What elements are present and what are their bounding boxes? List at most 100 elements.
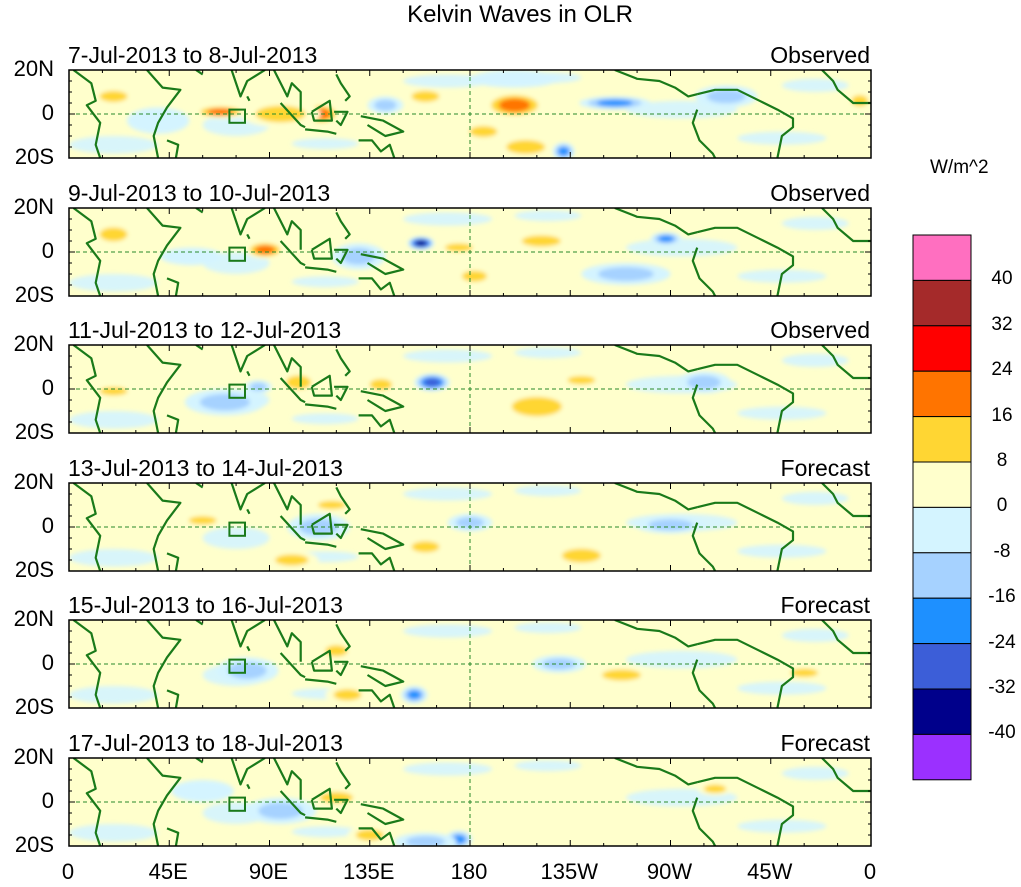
x-tick-label: 180	[450, 859, 488, 884]
anomaly-blob	[470, 70, 560, 88]
coastline	[146, 207, 182, 296]
anomaly-blob	[561, 548, 601, 563]
coastline	[335, 73, 351, 102]
background-anomaly	[781, 629, 849, 643]
background-anomaly	[69, 411, 159, 429]
coastline	[821, 758, 871, 793]
coastline	[146, 482, 182, 571]
anomaly-blob	[255, 244, 276, 254]
coastline	[335, 624, 351, 652]
anomaly-blob	[648, 519, 693, 531]
anomaly-blob	[405, 836, 445, 846]
y-tick-label: 0	[41, 237, 54, 263]
background-anomaly	[291, 826, 359, 838]
coastline	[230, 70, 266, 98]
coastline	[166, 689, 180, 709]
coastline	[279, 239, 306, 266]
x-tick-label: 45E	[148, 859, 188, 884]
coastline	[691, 659, 717, 709]
coastline	[279, 652, 306, 679]
coastline	[358, 552, 396, 571]
background-anomaly	[403, 487, 493, 501]
panel-status-label: Observed	[770, 179, 870, 206]
coastline	[335, 486, 351, 515]
coastline	[696, 501, 795, 571]
coastline	[691, 246, 717, 296]
coastline	[360, 527, 405, 550]
background-anomaly	[514, 484, 582, 496]
anomaly-blob	[444, 243, 473, 252]
coastline	[334, 523, 349, 539]
panel-period-label: 15-Jul-2013 to 16-Jul-2013	[68, 592, 343, 619]
coastline	[696, 226, 795, 296]
colorbar-swatch	[912, 733, 972, 781]
anomaly-blob	[567, 376, 596, 385]
anomaly-blob	[227, 662, 267, 680]
background-anomaly	[781, 766, 849, 780]
colorbar-level-label: 16	[991, 404, 1013, 426]
colorbar-swatch	[912, 552, 972, 599]
coastline	[691, 384, 717, 434]
x-tick-label: 90E	[248, 859, 289, 884]
colorbar-swatch	[912, 234, 972, 281]
coastline	[614, 482, 698, 511]
panel-status-label: Forecast	[780, 454, 870, 481]
region-box	[228, 796, 246, 812]
coastline	[358, 276, 396, 296]
coastline	[72, 620, 102, 709]
anomaly-blob	[521, 235, 561, 247]
coastline	[230, 758, 266, 786]
colorbar-level-label: -24	[988, 631, 1016, 653]
x-tick-label: 90W	[646, 859, 693, 884]
y-tick-label: 0	[41, 788, 54, 813]
panel-period-label: 13-Jul-2013 to 14-Jul-2013	[68, 454, 343, 481]
anomaly-blob	[199, 394, 251, 411]
coastline	[166, 827, 180, 846]
anomaly-blob	[461, 270, 487, 282]
y-tick-label: 20N	[13, 193, 54, 219]
colorbar-swatch	[912, 461, 972, 508]
panel-period-label: 7-Jul-2013 to 8-Jul-2013	[68, 42, 318, 68]
colorbar-units-label: W/m^2	[930, 157, 989, 178]
y-tick-label: 20S	[14, 832, 54, 857]
coastline	[230, 482, 266, 511]
coastline	[166, 139, 180, 158]
y-tick-label: 20S	[14, 144, 54, 169]
heatmap-panel	[68, 344, 872, 434]
colorbar	[912, 234, 972, 781]
background-anomaly	[781, 353, 849, 368]
coastline	[360, 390, 405, 413]
colorbar-swatch	[912, 643, 972, 690]
anomaly-blob	[355, 829, 384, 841]
coastline	[334, 248, 349, 264]
background-anomaly	[403, 211, 493, 226]
coastline	[279, 102, 306, 129]
colorbar-level-label: -16	[988, 586, 1016, 608]
heatmap-panel	[68, 482, 872, 572]
colorbar-swatch	[912, 325, 972, 372]
coastline	[304, 128, 337, 135]
region-box	[228, 108, 246, 124]
region-box	[228, 246, 246, 262]
y-tick-label: 0	[41, 375, 54, 401]
y-tick-label: 20N	[13, 331, 54, 357]
coastline	[72, 207, 102, 296]
panel-period-label: 17-Jul-2013 to 18-Jul-2013	[68, 730, 343, 756]
coastline	[310, 650, 333, 673]
y-tick-label: 0	[41, 100, 54, 125]
anomaly-blob	[601, 669, 641, 681]
background-anomaly	[291, 138, 359, 150]
background-anomaly	[625, 238, 738, 256]
panel-status-label: Forecast	[780, 730, 870, 756]
coastline	[614, 620, 698, 648]
background-anomaly	[69, 824, 159, 842]
anomaly-blob	[99, 90, 128, 102]
coastline	[696, 363, 795, 434]
background-anomaly	[69, 686, 159, 704]
coastline	[72, 482, 102, 571]
background-anomaly	[69, 548, 159, 567]
anomaly-blob	[317, 500, 346, 509]
background-anomaly	[781, 216, 849, 230]
anomaly-blob	[258, 802, 303, 820]
anomaly-blob	[598, 266, 654, 281]
